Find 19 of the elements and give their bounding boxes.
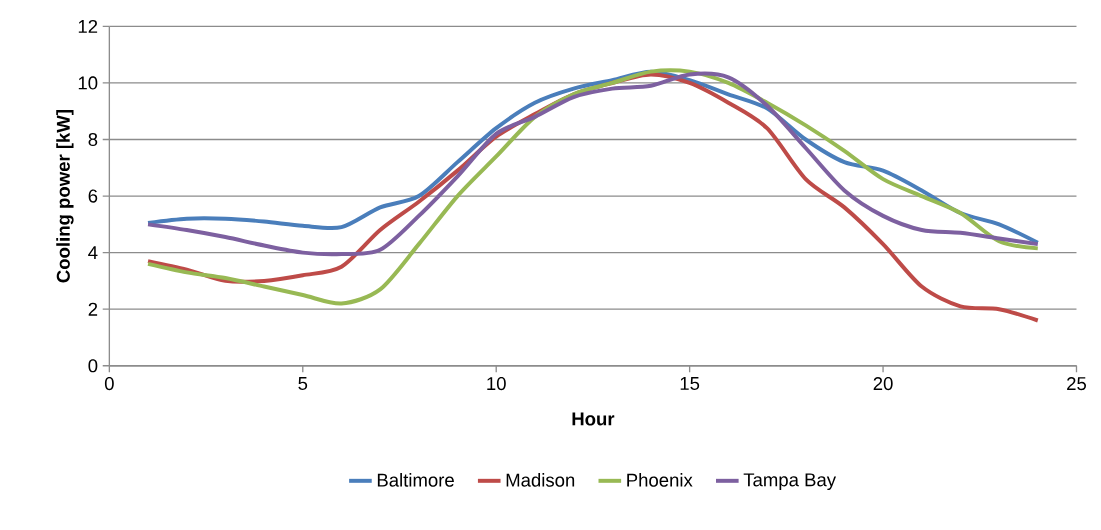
y-tick-label: 4 <box>88 246 98 260</box>
x-axis-title: Hour <box>572 412 615 426</box>
y-tick-label: 2 <box>88 302 98 316</box>
legend-label: Tampa Bay <box>743 473 837 491</box>
y-tick-label: 12 <box>78 20 98 33</box>
y-axis-title: Cooling power [kW] <box>56 110 74 283</box>
x-tick-label: 25 <box>1067 377 1087 391</box>
legend-label: Phoenix <box>627 473 693 487</box>
x-tick-label: 5 <box>298 377 308 391</box>
x-tick-label: 20 <box>873 377 893 391</box>
y-tick-label: 10 <box>78 76 98 90</box>
y-tick-label: 8 <box>88 133 98 147</box>
legend-label: Madison <box>506 473 575 487</box>
legend-label: Baltimore <box>377 473 454 487</box>
y-tick-label: 6 <box>88 189 98 203</box>
x-tick-label: 10 <box>487 377 506 391</box>
y-tick-label: 0 <box>88 359 98 373</box>
x-tick-label: 15 <box>680 377 700 391</box>
x-tick-label: 0 <box>104 377 114 391</box>
